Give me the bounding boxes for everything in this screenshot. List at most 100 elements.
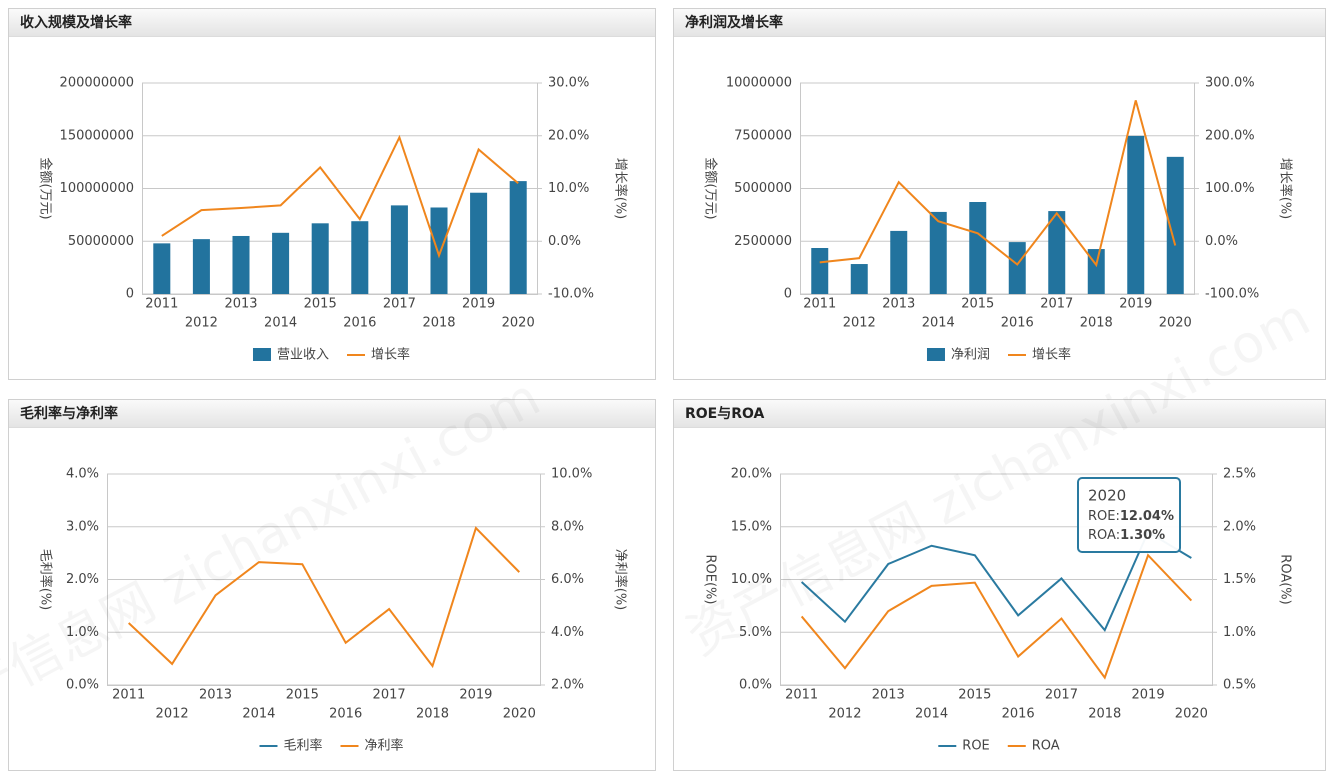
x-tick-label: 2017: [1040, 297, 1073, 312]
bar: [1008, 242, 1026, 294]
y-tick-label: 0.0%: [739, 678, 772, 693]
tooltip-value: 1.30%: [1120, 528, 1165, 543]
bar: [351, 221, 369, 294]
legend: 毛利率 净利率: [259, 738, 404, 754]
line: [800, 530, 1192, 633]
x-tick-label: 2017: [1045, 688, 1078, 703]
y2-axis-title: 净利率(%): [613, 549, 629, 611]
y-tick-label: 4.0%: [66, 467, 99, 482]
y2-tick-label: -10.0%: [548, 287, 594, 302]
y-tick-label: 10000000: [726, 76, 792, 91]
panel-header: [674, 400, 1325, 427]
panel: [673, 399, 1326, 771]
x-tick-label: 2012: [156, 707, 189, 722]
y2-tick-label: 1.0%: [1223, 625, 1256, 640]
x-tick-label: 2011: [803, 297, 836, 312]
y-tick-label: 10.0%: [731, 572, 772, 587]
x-tick-label: 2012: [843, 316, 876, 331]
x-tick-label: 2013: [872, 688, 905, 703]
y-tick-label: 5000000: [734, 181, 792, 196]
y2-tick-label: 8.0%: [551, 519, 584, 534]
x-tick-label: 2011: [785, 688, 818, 703]
y2-axis-title: 增长率(%): [1278, 158, 1294, 220]
y2-tick-label: 2.0%: [551, 678, 584, 693]
tooltip-row: ROA:1.30%: [1088, 528, 1165, 543]
x-tick-label: 2018: [1088, 707, 1121, 722]
x-tick-label: 2019: [1132, 688, 1165, 703]
y2-tick-label: 20.0%: [548, 128, 589, 143]
x-tick-label: 2011: [112, 688, 145, 703]
bar: [1127, 135, 1145, 294]
x-tick-label: 2018: [1080, 316, 1113, 331]
y2-tick-label: 200.0%: [1205, 128, 1255, 143]
bar: [311, 223, 329, 294]
tooltip-row: ROE:12.04%: [1088, 509, 1174, 524]
y2-tick-label: 6.0%: [551, 572, 584, 587]
x-tick-label: 2012: [828, 707, 861, 722]
panel-title: 毛利率与净利率: [20, 405, 118, 422]
legend-label: 毛利率: [283, 738, 322, 754]
bar: [272, 232, 290, 294]
y-tick-label: 7500000: [734, 128, 792, 143]
bar: [969, 202, 987, 294]
y-tick-label: 150000000: [60, 128, 134, 143]
x-tick-label: 2014: [922, 316, 955, 331]
y-tick-label: 0: [784, 287, 792, 302]
bar: [470, 192, 488, 294]
y2-tick-label: 0.0%: [1205, 234, 1238, 249]
x-tick-label: 2016: [1002, 707, 1035, 722]
x-tick-label: 2014: [264, 316, 297, 331]
y2-tick-label: 100.0%: [1205, 181, 1255, 196]
bar: [232, 235, 250, 294]
y2-tick-label: 2.0%: [1223, 519, 1256, 534]
x-tick-label: 2015: [958, 688, 991, 703]
bar: [890, 230, 908, 294]
y2-tick-label: 4.0%: [551, 625, 584, 640]
legend-label: 营业收入: [277, 348, 329, 363]
y-axis-title: 金额(万元): [703, 157, 719, 219]
bar: [153, 243, 171, 294]
x-tick-label: 2015: [286, 688, 319, 703]
tooltip-name: ROA:: [1088, 528, 1120, 543]
y2-tick-label: 1.5%: [1223, 572, 1256, 587]
panel-title: 收入规模及增长率: [20, 14, 132, 31]
line: [128, 526, 521, 669]
x-tick-label: 2020: [1159, 316, 1192, 331]
x-tick-label: 2013: [882, 297, 915, 312]
y2-tick-label: 10.0%: [548, 181, 589, 196]
tooltip-value: 12.04%: [1120, 509, 1174, 524]
x-tick-label: 2016: [343, 316, 376, 331]
x-tick-label: 2019: [462, 297, 495, 312]
bar: [430, 207, 448, 294]
legend: 净利润 增长率: [926, 347, 1071, 363]
x-tick-label: 2017: [373, 688, 406, 703]
tooltip-box: [1077, 477, 1181, 553]
y2-tick-label: 30.0%: [548, 76, 589, 91]
y2-axis-title: 增长率(%): [613, 158, 629, 220]
legend-label: ROA: [1032, 739, 1060, 754]
y2-tick-label: 0.5%: [1223, 678, 1256, 693]
x-tick-label: 2015: [961, 297, 994, 312]
y-tick-label: 100000000: [60, 181, 134, 196]
panel: [8, 8, 656, 380]
legend-swatch: [252, 348, 271, 361]
line: [161, 134, 519, 259]
x-tick-label: 2014: [915, 707, 948, 722]
legend-label: 净利率: [365, 738, 404, 754]
y-axis-title: ROE(%): [703, 555, 718, 605]
bar: [929, 211, 947, 294]
y-tick-label: 200000000: [60, 76, 134, 91]
y2-tick-label: -100.0%: [1205, 287, 1259, 302]
legend-label: 净利润: [951, 348, 990, 363]
x-tick-label: 2013: [199, 688, 232, 703]
panel-header: [674, 9, 1325, 36]
bar: [390, 205, 408, 294]
y-tick-label: 5.0%: [739, 625, 772, 640]
line: [800, 553, 1193, 680]
y-tick-label: 50000000: [68, 234, 134, 249]
y-axis-title: 金额(万元): [38, 157, 54, 219]
y-tick-label: 2500000: [734, 234, 792, 249]
tooltip-name: ROE:: [1088, 509, 1120, 524]
